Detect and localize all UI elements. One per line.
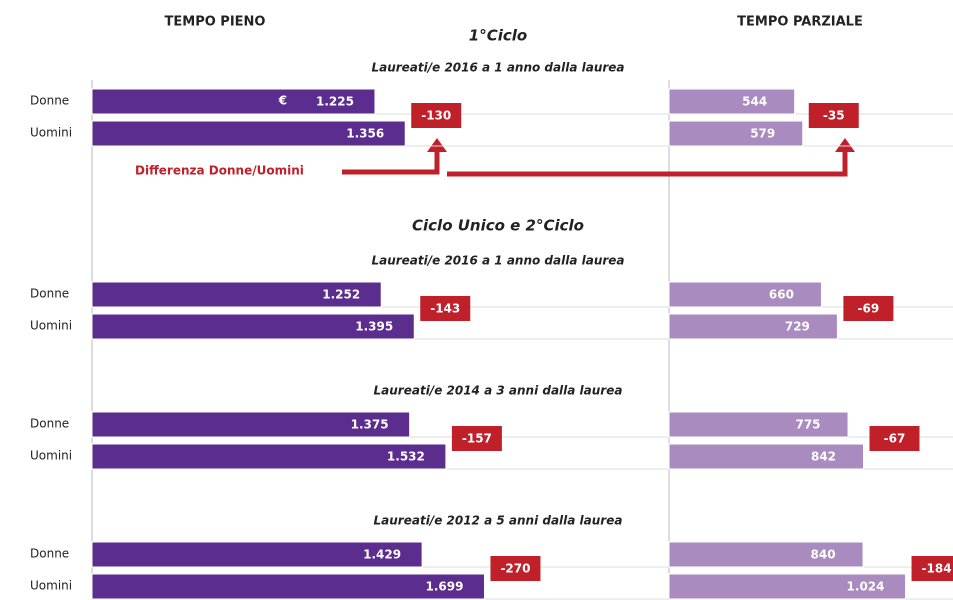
category-label: Uomini [30, 319, 72, 333]
value-label: 1.395 [355, 320, 393, 334]
bar [668, 541, 864, 568]
difference-label: -35 [823, 109, 845, 123]
difference-label: -67 [884, 432, 906, 446]
bar [668, 313, 838, 340]
section-title: 1°Ciclo [469, 27, 527, 45]
currency: € [278, 94, 287, 108]
value-label: 1.252 [322, 288, 360, 302]
group-title: Laureati/e 2012 a 5 anni dalla laurea [374, 514, 623, 528]
arrow [342, 150, 440, 175]
value-label: 729 [785, 320, 810, 334]
bar [91, 443, 447, 470]
value-label: 1.429 [363, 548, 401, 562]
difference-box [843, 296, 894, 321]
value-label: 1.356 [346, 127, 384, 141]
bar [91, 411, 411, 438]
difference-box [808, 103, 859, 128]
value-label: 1.024 [847, 580, 885, 594]
value-label: 660 [769, 288, 794, 302]
bar [91, 573, 485, 600]
value-label: 1.699 [425, 580, 463, 594]
value-label: 579 [750, 127, 775, 141]
difference-box [411, 103, 462, 128]
value-label: 1.225 [316, 95, 354, 109]
group-title: Laureati/e 2016 a 1 anno dalla laurea [371, 254, 624, 268]
category-label: Donne [30, 417, 69, 431]
value-label: 775 [795, 418, 820, 432]
bar [668, 120, 804, 147]
group-title: Laureati/e 2014 a 3 anni dalla laurea [374, 384, 623, 398]
header: TEMPO PIENO [165, 15, 266, 30]
difference-box [911, 556, 953, 581]
bar [91, 88, 376, 115]
difference-label: -184 [922, 562, 952, 576]
arrow-head [427, 138, 447, 152]
annotation: Differenza Donne/Uomini [135, 164, 304, 178]
value-label: 1.532 [387, 450, 425, 464]
category-label: Donne [30, 94, 69, 108]
difference-label: -69 [858, 302, 880, 316]
bar [91, 281, 382, 308]
bar [668, 411, 849, 438]
category-label: Uomini [30, 126, 72, 140]
arrow [447, 150, 848, 177]
difference-box [490, 556, 541, 581]
difference-label: -143 [430, 302, 460, 316]
difference-label: -157 [462, 432, 492, 446]
bar [668, 281, 822, 308]
bar [91, 541, 423, 568]
bar [668, 443, 865, 470]
value-label: 840 [811, 548, 836, 562]
bar [668, 573, 907, 600]
difference-box [869, 426, 920, 451]
difference-box [451, 426, 502, 451]
category-label: Uomini [30, 579, 72, 593]
header: TEMPO PARZIALE [737, 15, 863, 30]
value-label: 544 [742, 95, 767, 109]
value-label: 842 [811, 450, 836, 464]
difference-box [420, 296, 471, 321]
difference-label: -130 [421, 109, 451, 123]
bar [91, 313, 415, 340]
category-label: Donne [30, 287, 69, 301]
arrow-head [835, 138, 855, 152]
category-label: Donne [30, 547, 69, 561]
value-label: 1.375 [351, 418, 389, 432]
group-title: Laureati/e 2016 a 1 anno dalla laurea [371, 61, 624, 75]
difference-label: -270 [500, 562, 530, 576]
section-title: Ciclo Unico e 2°Ciclo [412, 217, 584, 235]
bar [668, 88, 796, 115]
category-label: Uomini [30, 449, 72, 463]
bar [91, 120, 406, 147]
